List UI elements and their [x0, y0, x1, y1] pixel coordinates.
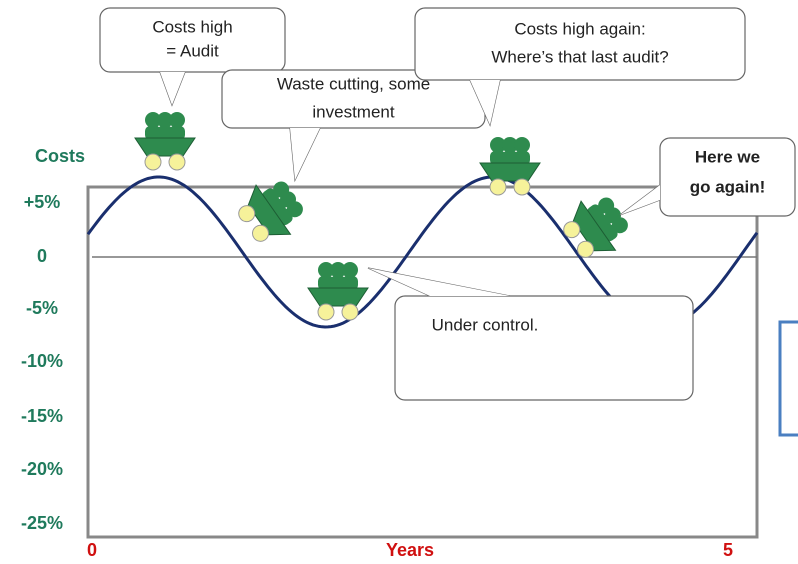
person-head [318, 262, 334, 278]
person-body [490, 151, 506, 165]
callouts: Costs high = Audit Waste cutting, some inve… [99, 7, 796, 401]
callout-box [659, 137, 796, 217]
person-body [330, 276, 346, 290]
wheel [563, 221, 581, 239]
person-head [611, 217, 628, 234]
person-body [502, 151, 518, 165]
wheel [168, 153, 186, 171]
wheel [317, 303, 335, 321]
wheel [489, 178, 507, 196]
callout-box [394, 295, 694, 401]
person-head [286, 201, 303, 218]
callout-text: Under control. [432, 315, 539, 334]
wheel [251, 224, 269, 242]
cart-tray [307, 287, 369, 307]
cart [563, 197, 628, 258]
tail-cover [290, 128, 320, 180]
callout-box [414, 7, 746, 81]
person-head [514, 137, 530, 153]
person-head [342, 262, 358, 278]
y-label: -10% [21, 351, 63, 371]
tail-cover [160, 72, 185, 105]
callout-box [99, 7, 286, 73]
y-label: -5% [26, 298, 58, 318]
wheel [341, 303, 359, 321]
person-body [157, 126, 173, 140]
person-head [330, 262, 346, 278]
cart [307, 262, 369, 321]
tail-cover [620, 185, 660, 215]
person-body [514, 151, 530, 165]
x-label: Years [386, 540, 434, 560]
person-body [318, 276, 334, 290]
side-box [778, 320, 798, 437]
cart [134, 112, 196, 171]
callout-text: Costs high [152, 17, 232, 36]
callout-text: investment [312, 102, 394, 121]
callout-text: Here we [695, 147, 760, 166]
plot-frame [86, 185, 759, 539]
callout-text: = Audit [166, 41, 219, 60]
y-label: +5% [24, 192, 61, 212]
person-body [342, 276, 358, 290]
y-title: Costs [35, 146, 85, 166]
wheel [238, 205, 256, 223]
wheel [576, 240, 594, 258]
y-label: -20% [21, 459, 63, 479]
y-label: -25% [21, 513, 63, 533]
wheel [144, 153, 162, 171]
person-head [490, 137, 506, 153]
callout-text: go again! [690, 177, 766, 196]
callout-text: Waste cutting, some [277, 74, 430, 93]
x-label: 5 [723, 540, 733, 560]
person-body [169, 126, 185, 140]
cart [479, 137, 541, 196]
cart-tray [134, 137, 196, 157]
person-body [145, 126, 161, 140]
tail-cover [368, 268, 510, 296]
person-head [502, 137, 518, 153]
person-head [157, 112, 173, 128]
callout-text: Costs high again: [514, 19, 645, 38]
carts [134, 112, 628, 321]
person-head [145, 112, 161, 128]
y-label: -15% [21, 406, 63, 426]
tail-cover [470, 80, 500, 125]
callout-text: Where’s that last audit? [491, 47, 668, 66]
y-label: 0 [37, 246, 47, 266]
x-label: 0 [87, 540, 97, 560]
wheel [513, 178, 531, 196]
person-head [169, 112, 185, 128]
y-labels: +5% 0 -5% -10% -15% -20% -25% [21, 192, 63, 533]
cart [238, 181, 303, 242]
